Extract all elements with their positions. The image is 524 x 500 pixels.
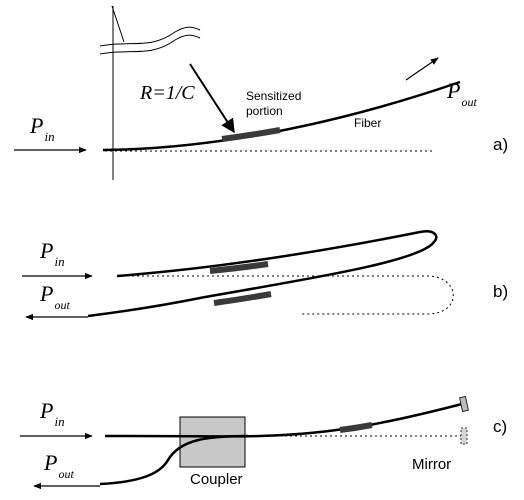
mirror-label: Mirror xyxy=(412,456,451,473)
fiber-upper-c xyxy=(104,402,463,438)
mirror-straight xyxy=(460,427,468,445)
fiber-label: Fiber xyxy=(354,116,381,130)
sensitized-segment-c xyxy=(339,422,373,433)
coupler-label: Coupler xyxy=(190,471,243,488)
sensitized-label-line1: Sensitized xyxy=(246,89,301,103)
radius-line xyxy=(111,5,125,43)
p-out-label-a: Pout xyxy=(446,78,477,109)
sensitized-segment-b-upper xyxy=(209,261,269,274)
panel-b: Pin Pout b) xyxy=(22,230,508,321)
p-out-arrow-a xyxy=(405,57,439,81)
sensitized-segment-a xyxy=(221,127,281,142)
panel-label-c: c) xyxy=(493,417,507,436)
straight-reference-loop-b xyxy=(117,275,454,315)
curvature-arrow xyxy=(189,63,235,134)
p-in-label-b: Pin xyxy=(39,238,65,269)
panel-c: Pin Pout Coupler Mirror c) xyxy=(20,396,507,490)
panel-a: R=1/C Sensitized portion Fiber Pin Pout … xyxy=(14,5,508,180)
wavy-break-line-upper xyxy=(99,26,201,47)
panel-label-a: a) xyxy=(493,135,508,154)
mirror-bent xyxy=(459,396,469,412)
wavy-break-line-lower xyxy=(99,34,201,55)
sensitized-segment-b-lower xyxy=(213,291,272,306)
fiber-lower-c xyxy=(99,434,249,486)
panel-label-b: b) xyxy=(493,282,508,301)
sensitized-label-line2: portion xyxy=(246,104,283,118)
p-out-label-b: Pout xyxy=(39,281,70,312)
p-in-label-a: Pin xyxy=(29,113,55,144)
fiber-loop-b xyxy=(87,230,438,318)
p-in-label-c: Pin xyxy=(39,398,65,429)
p-out-label-c: Pout xyxy=(43,450,74,481)
curvature-formula: R=1/C xyxy=(139,82,195,104)
